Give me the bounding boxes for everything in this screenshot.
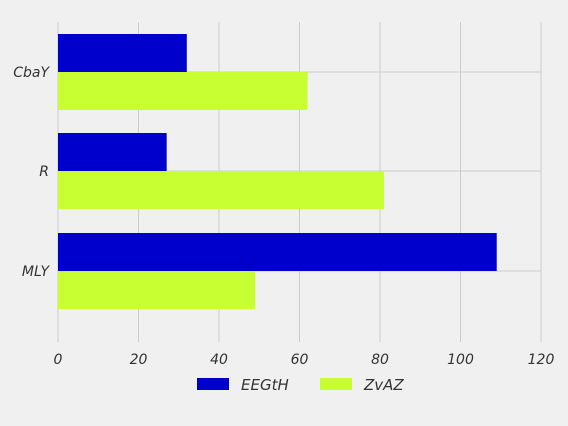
x-tick-label-100: 100 <box>447 352 474 368</box>
x-tick-label-120: 120 <box>528 352 555 368</box>
legend-label-ZvAZ: ZvAZ <box>363 376 404 394</box>
legend: EEGtH ZvAZ <box>197 376 404 394</box>
x-tick-labels: 0 20 40 60 80 100 120 <box>54 352 555 368</box>
legend-label-EEGtH: EEGtH <box>241 376 289 394</box>
bar-EEGtH-CbaY <box>58 34 187 72</box>
x-tick-label-20: 20 <box>130 352 148 368</box>
bars <box>58 34 497 309</box>
legend-swatch-EEGtH <box>197 378 229 390</box>
bar-ZvAZ-R <box>58 171 385 209</box>
y-tick-label-MLY: MLY <box>22 264 51 280</box>
x-tick-label-0: 0 <box>54 352 63 368</box>
x-tick-label-60: 60 <box>291 352 309 368</box>
bar-ZvAZ-MLY <box>58 271 256 309</box>
bar-EEGtH-MLY <box>58 233 497 271</box>
y-tick-labels: CbaY R MLY <box>13 65 50 280</box>
legend-swatch-ZvAZ <box>320 378 352 390</box>
x-tick-label-80: 80 <box>371 352 389 368</box>
x-tick-label-40: 40 <box>210 352 228 368</box>
y-tick-label-R: R <box>39 164 49 180</box>
bar-EEGtH-R <box>58 133 167 171</box>
y-tick-label-CbaY: CbaY <box>13 65 50 81</box>
bar-ZvAZ-CbaY <box>58 72 308 110</box>
